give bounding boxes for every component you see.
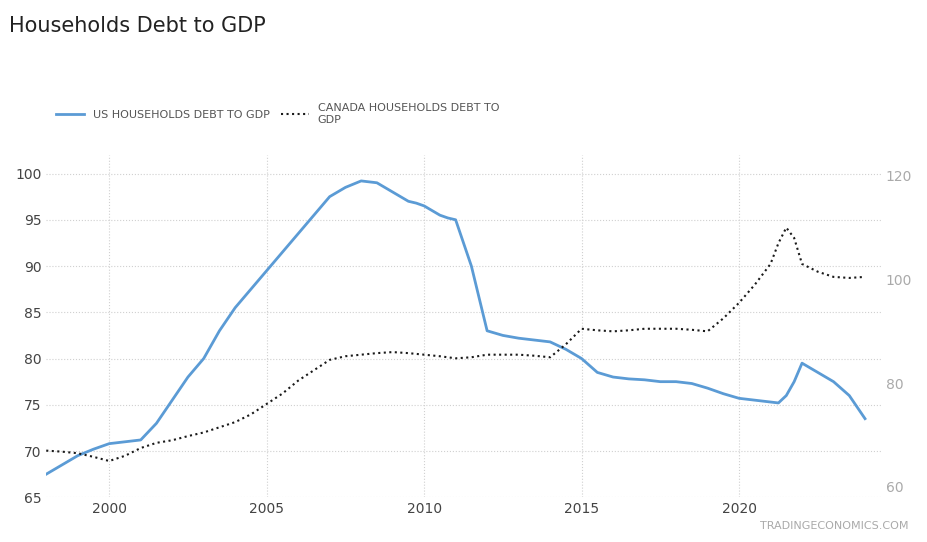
Text: TRADINGECONOMICS.COM: TRADINGECONOMICS.COM: [760, 521, 908, 531]
US HOUSEHOLDS DEBT TO GDP: [654, 378, 666, 385]
US HOUSEHOLDS DEBT TO GDP: [135, 437, 146, 443]
US HOUSEHOLDS DEBT TO GDP: [41, 471, 52, 478]
Legend: US HOUSEHOLDS DEBT TO GDP, CANADA HOUSEHOLDS DEBT TO
GDP: US HOUSEHOLDS DEBT TO GDP, CANADA HOUSEH…: [52, 99, 503, 130]
CANADA HOUSEHOLDS DEBT TO
GDP: [781, 224, 792, 231]
CANADA HOUSEHOLDS DEBT TO
GDP: [859, 274, 870, 280]
Line: US HOUSEHOLDS DEBT TO GDP: US HOUSEHOLDS DEBT TO GDP: [46, 181, 865, 474]
CANADA HOUSEHOLDS DEBT TO
GDP: [151, 440, 162, 446]
CANADA HOUSEHOLDS DEBT TO
GDP: [844, 275, 855, 281]
CANADA HOUSEHOLDS DEBT TO
GDP: [261, 401, 273, 407]
CANADA HOUSEHOLDS DEBT TO
GDP: [41, 447, 52, 454]
Line: CANADA HOUSEHOLDS DEBT TO
GDP: CANADA HOUSEHOLDS DEBT TO GDP: [46, 228, 865, 461]
CANADA HOUSEHOLDS DEBT TO
GDP: [796, 261, 807, 267]
Text: Households Debt to GDP: Households Debt to GDP: [9, 16, 266, 36]
CANADA HOUSEHOLDS DEBT TO
GDP: [214, 424, 225, 430]
CANADA HOUSEHOLDS DEBT TO
GDP: [104, 458, 115, 464]
US HOUSEHOLDS DEBT TO GDP: [72, 453, 83, 459]
US HOUSEHOLDS DEBT TO GDP: [277, 249, 288, 255]
US HOUSEHOLDS DEBT TO GDP: [859, 415, 870, 422]
US HOUSEHOLDS DEBT TO GDP: [465, 263, 476, 269]
US HOUSEHOLDS DEBT TO GDP: [356, 178, 367, 184]
CANADA HOUSEHOLDS DEBT TO
GDP: [372, 350, 383, 357]
US HOUSEHOLDS DEBT TO GDP: [183, 374, 194, 380]
